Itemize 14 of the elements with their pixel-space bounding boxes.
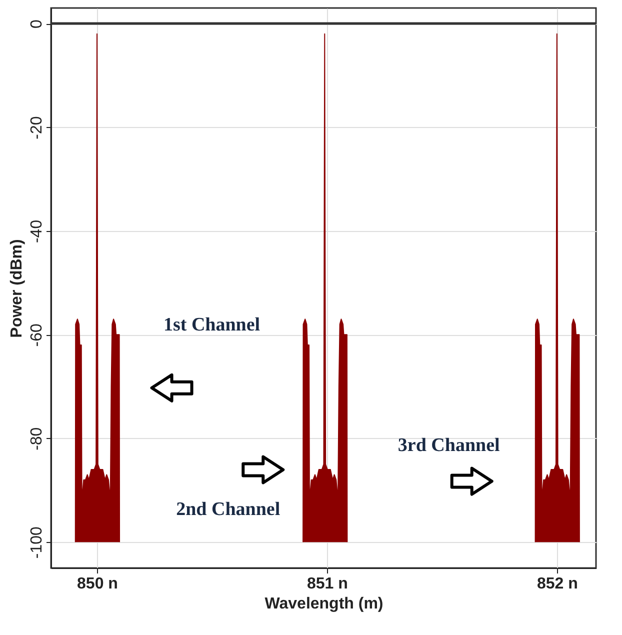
y-tick-label: -80 [28,427,46,450]
y-axis-title: Power (dBm) [8,239,26,338]
annotation: 2nd Channel [176,499,280,520]
y-tick-label: -20 [28,116,46,140]
annotation: 3rd Channel [398,434,500,456]
x-tick-label: 851 n [306,576,348,592]
y-tick-label: 0 [28,20,46,29]
y-tick-label: -60 [28,324,46,347]
annotation: 1st Channel [163,314,260,336]
x-axis-title: Wavelength (m) [264,596,384,612]
x-tick-label: 850 n [77,576,118,592]
x-tick-label: 852 n [536,576,578,592]
y-tick-label: -40 [28,220,46,244]
y-tick-label: -100 [28,526,46,559]
